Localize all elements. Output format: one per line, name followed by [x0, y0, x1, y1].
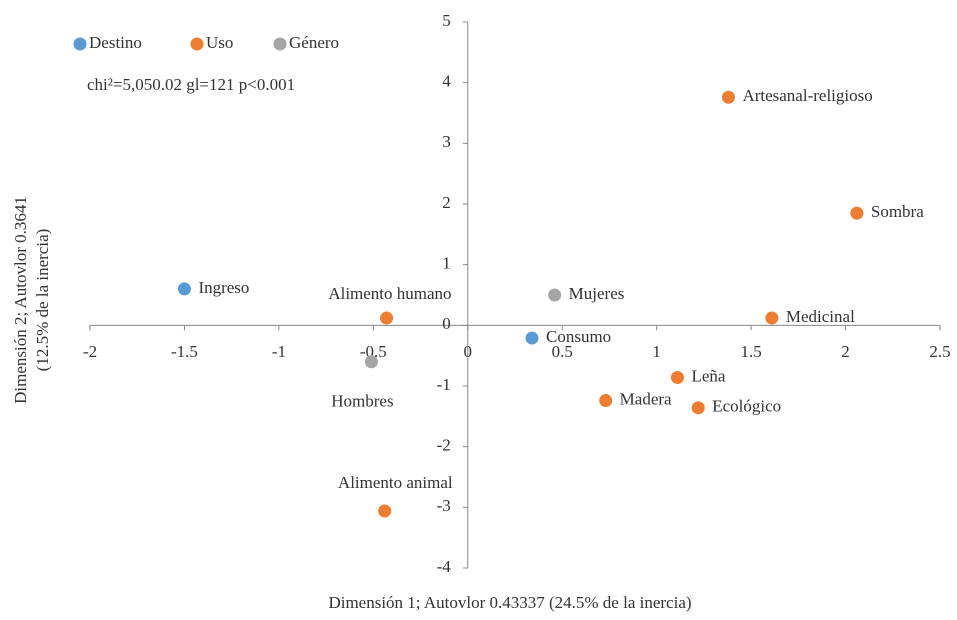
point: [691, 401, 705, 415]
y-tick-label: -2: [437, 436, 451, 455]
point-label: Sombra: [871, 202, 924, 221]
point: [378, 504, 392, 518]
x-tick-label: 0: [464, 342, 473, 361]
y-axis-title: Dimensión 2; Autovlor 0.3641: [11, 196, 30, 404]
annotation: chi²=5,050.02 gl=121 p<0.001: [87, 75, 295, 94]
x-axis-title: Dimensión 1; Autovlor 0.43337 (24.5% de …: [328, 593, 691, 612]
point: [380, 311, 394, 325]
x-tick-label: 1: [652, 342, 661, 361]
point: [721, 90, 735, 104]
point: [599, 394, 613, 408]
y-tick-label: -1: [437, 375, 451, 394]
x-tick-label: -1: [272, 342, 286, 361]
y-axis-title: (12.5% de la inercia): [33, 229, 52, 372]
point: [548, 288, 562, 302]
y-tick-label: 3: [442, 132, 451, 151]
x-tick-label: -1.5: [171, 342, 198, 361]
x-tick-label: -0.5: [360, 342, 387, 361]
point-label: Alimento humano: [328, 284, 451, 303]
y-tick-label: -3: [437, 496, 451, 515]
point-label: Hombres: [331, 392, 393, 411]
point: [364, 355, 378, 369]
point-label: Ingreso: [198, 278, 249, 297]
x-tick-label: 1.5: [740, 342, 761, 361]
legend-label: Destino: [89, 33, 142, 52]
point-label: Leña: [691, 366, 725, 385]
x-tick-label: 0.5: [552, 342, 573, 361]
x-tick-label: 2.5: [929, 342, 950, 361]
point-label: Mujeres: [569, 284, 625, 303]
point-label: Artesanal-religioso: [742, 86, 872, 105]
point: [177, 282, 191, 296]
y-tick-label: 2: [442, 193, 451, 212]
point-label: Consumo: [546, 327, 611, 346]
point: [670, 371, 684, 385]
legend-label: Uso: [206, 33, 233, 52]
point-label: Ecológico: [712, 397, 781, 416]
y-tick-label: 5: [442, 11, 451, 30]
y-tick-label: 4: [442, 72, 451, 91]
legend-marker: [190, 37, 204, 51]
x-tick-label: -2: [83, 342, 97, 361]
point-label: Alimento animal: [338, 473, 453, 492]
x-tick-label: 2: [841, 342, 850, 361]
y-tick-label: -4: [437, 557, 452, 576]
legend-marker: [273, 37, 287, 51]
point: [850, 206, 864, 220]
legend-label: Género: [289, 33, 339, 52]
y-tick-label: 0: [442, 314, 451, 333]
point-label: Madera: [620, 389, 672, 408]
point: [765, 311, 779, 325]
point: [525, 331, 539, 345]
legend-marker: [73, 37, 87, 51]
point-label: Medicinal: [786, 307, 855, 326]
y-tick-label: 1: [442, 254, 451, 273]
